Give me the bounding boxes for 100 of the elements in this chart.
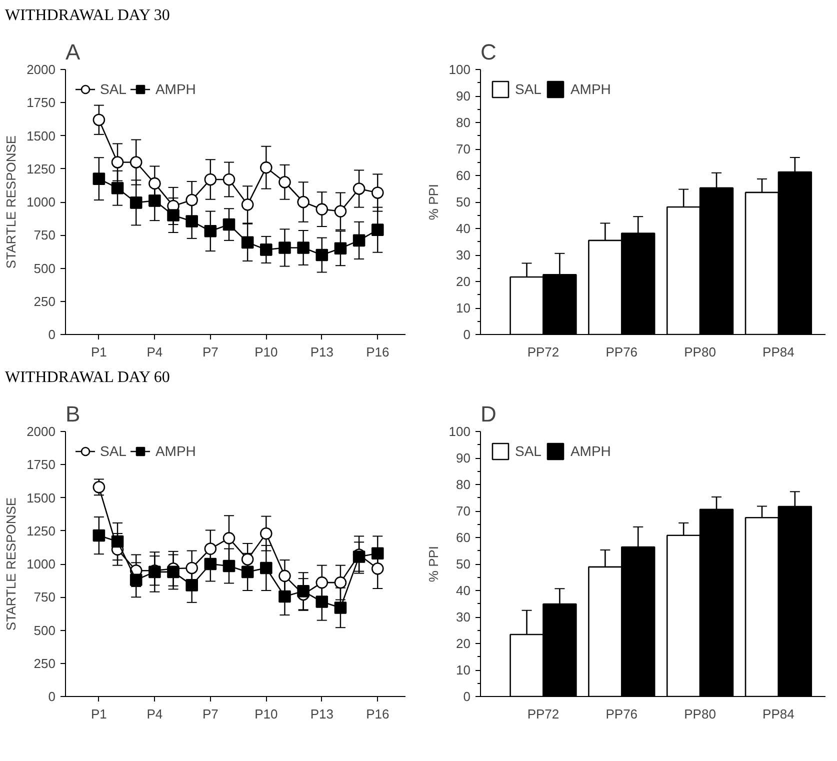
text: WITHDRAWAL DAY 30 (5, 6, 170, 26)
point (130, 156, 142, 168)
point (371, 186, 384, 199)
point (92, 529, 106, 542)
y-tick-label: 70 (456, 142, 471, 156)
y-tick-label: 1750 (26, 95, 56, 110)
legend-label: AMPH (570, 443, 611, 459)
y-tick-label: 30 (456, 248, 471, 262)
legend-label: SAL (100, 443, 126, 459)
point (92, 172, 106, 185)
point (186, 215, 198, 228)
y-tick-label: 1500 (26, 128, 56, 144)
point (130, 574, 142, 586)
y-axis-title: % PPI (426, 546, 441, 582)
point (186, 194, 198, 206)
y-tick-label: 100 (448, 424, 471, 439)
x-tick-label: PP80 (684, 344, 716, 360)
y-tick-label: 1000 (26, 556, 56, 572)
point (297, 242, 310, 254)
point (186, 579, 198, 592)
y-tick-label: 0 (48, 327, 56, 342)
x-tick-label: P7 (202, 706, 218, 722)
point (222, 532, 236, 544)
x-tick-label: PP76 (606, 344, 638, 360)
point (111, 182, 124, 194)
y-axis-title: STARTLE RESPONSE (4, 135, 19, 269)
y-tick-label: 1500 (26, 490, 56, 506)
point (278, 590, 291, 603)
point (352, 182, 366, 195)
point (167, 566, 180, 578)
legend-label: SAL (515, 443, 542, 459)
x-tick-label: PP84 (762, 344, 794, 360)
y-tick-label: 100 (448, 62, 471, 77)
legend-label: AMPH (155, 443, 196, 459)
point (316, 248, 328, 262)
point (334, 242, 347, 255)
y-tick-label: 0 (463, 327, 471, 342)
y-tick-label: 50 (456, 556, 471, 572)
point (241, 198, 254, 211)
point (241, 236, 254, 249)
y-tick-label: 90 (456, 450, 471, 466)
point (278, 242, 291, 254)
y-tick-label: 30 (456, 610, 471, 624)
point (334, 205, 347, 218)
y-tick-label: 1000 (26, 194, 56, 210)
point (297, 196, 310, 208)
point (297, 585, 310, 598)
chart-title: B (66, 402, 80, 426)
point (167, 209, 180, 222)
point (334, 576, 347, 589)
x-tick-label: P1 (90, 344, 107, 360)
x-tick-label: P16 (366, 706, 390, 722)
point (92, 114, 106, 126)
y-tick-label: 90 (456, 88, 471, 104)
x-tick-label: P13 (310, 344, 334, 360)
y-tick-label: 500 (34, 622, 56, 638)
legend-label: AMPH (155, 81, 196, 97)
y-tick-label: 60 (456, 530, 471, 545)
x-tick-label: PP76 (606, 706, 638, 722)
y-tick-label: 40 (456, 221, 471, 236)
point (334, 602, 347, 614)
point (222, 173, 236, 186)
x-tick-label: PP72 (527, 706, 560, 722)
x-tick-label: PP80 (684, 706, 716, 722)
point (260, 244, 272, 256)
point (260, 562, 272, 574)
x-tick-label: P13 (310, 706, 334, 722)
y-tick-label: 1750 (26, 457, 56, 472)
legend-label: SAL (515, 81, 542, 97)
point (111, 535, 124, 548)
x-tick-label: P7 (202, 344, 218, 360)
y-tick-label: 2000 (26, 424, 56, 439)
point (260, 161, 272, 174)
y-tick-label: 0 (463, 689, 471, 704)
y-tick-label: 500 (34, 260, 56, 276)
y-tick-label: 750 (34, 590, 56, 605)
text: WITHDRAWAL DAY 60 (5, 368, 170, 388)
y-tick-label: 750 (34, 228, 56, 243)
point (316, 203, 328, 216)
x-tick-label: P10 (254, 344, 278, 360)
x-tick-label: P4 (146, 344, 163, 360)
chart-title: D (480, 402, 496, 426)
point (92, 481, 106, 494)
point (148, 194, 161, 207)
point (316, 596, 328, 608)
point (204, 542, 217, 555)
y-tick-label: 1250 (26, 161, 56, 176)
point (371, 547, 384, 560)
x-tick-label: PP84 (762, 706, 794, 722)
y-tick-label: 20 (456, 274, 471, 289)
x-tick-label: PP72 (527, 344, 560, 360)
point (316, 576, 328, 589)
point (371, 224, 384, 236)
point (241, 553, 254, 566)
y-tick-label: 50 (456, 194, 471, 210)
x-tick-label: P10 (254, 706, 278, 722)
y-tick-label: 40 (456, 583, 471, 598)
y-axis-title: % PPI (426, 184, 441, 220)
y-tick-label: 250 (34, 294, 56, 309)
y-tick-label: 250 (34, 656, 56, 671)
